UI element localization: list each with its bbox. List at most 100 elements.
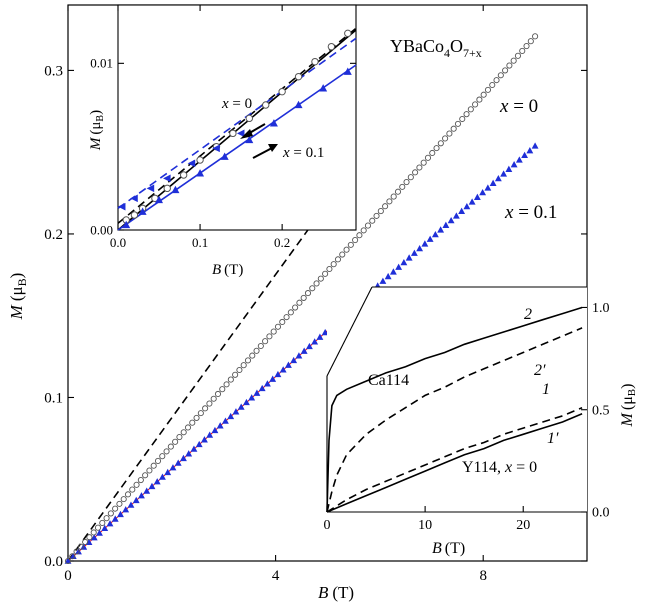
- data-point-x0: [502, 67, 509, 74]
- inset2-curve-label-2p: 2′: [534, 362, 546, 379]
- data-point-x0: [124, 491, 132, 498]
- data-point-x01: [473, 193, 481, 200]
- data-point-x0: [214, 390, 222, 398]
- data-point-x0: [309, 285, 316, 292]
- data-point-x0: [407, 174, 414, 181]
- data-point-x0: [420, 159, 427, 166]
- data-point-x01: [201, 436, 208, 443]
- inset1-point-x0: [245, 114, 254, 123]
- inset1-point-x01: [122, 220, 131, 229]
- inset1-point-x0: [294, 72, 303, 81]
- x-tick-label: 10: [418, 518, 432, 533]
- data-point-x0: [433, 145, 440, 152]
- title-part-mid: O: [450, 36, 463, 56]
- y-tick-label: 0.5: [592, 403, 610, 418]
- data-point-x01: [426, 235, 434, 242]
- data-point-x0: [82, 538, 89, 546]
- data-point-x0: [90, 529, 97, 536]
- inset1-annotation-x0-var: x: [221, 96, 229, 112]
- inset1-point-x01: [220, 152, 229, 160]
- data-point-x01: [510, 161, 518, 168]
- data-point-x0: [519, 47, 526, 54]
- data-point-x0: [377, 208, 384, 215]
- inset1-arrow-increasing-head: [268, 144, 278, 152]
- inset2-y-label-open: (μ: [619, 396, 636, 410]
- data-point-x0: [467, 106, 474, 113]
- data-point-x0: [274, 323, 282, 330]
- inset1-annotation-x01-rest: = 0.1: [290, 145, 325, 161]
- data-point-x0: [283, 314, 290, 321]
- data-point-x01: [195, 440, 203, 448]
- inset1-point-x01: [196, 169, 205, 177]
- data-point-x0: [339, 251, 346, 258]
- inset1-axis-ticks: 0.0 0.1 0.2 0.00 0.01: [90, 5, 356, 250]
- main-x-label-var: B: [318, 583, 329, 602]
- data-point-x01: [452, 212, 460, 219]
- data-point-x01: [90, 534, 98, 541]
- annotation-x0: x = 0: [499, 96, 538, 117]
- inset2-curve-label-1p: 1′: [547, 430, 559, 447]
- inset1-point-x0: [130, 211, 139, 219]
- main-x-label-unit: (T): [332, 583, 354, 602]
- data-point-x0: [343, 246, 350, 253]
- main-y-label-sub: B: [15, 278, 29, 286]
- data-point-x0: [86, 534, 93, 541]
- inset2-x-axis-label: B (T): [432, 540, 465, 557]
- inset2-annotation-y114-var: x: [504, 459, 512, 476]
- inset-high-field-chart: 0 10 200.00.51.0 Ca114 Y114, x = 0 2 2′ 1 …: [324, 286, 638, 557]
- title-part-main: YBaCo: [390, 36, 444, 56]
- data-point-x0: [442, 135, 449, 142]
- data-point-x01: [500, 170, 508, 177]
- data-point-x0: [484, 86, 492, 93]
- data-point-x0: [279, 318, 286, 326]
- x-tick-label: 20: [516, 518, 530, 533]
- x-tick-label: 0: [64, 568, 72, 584]
- data-point-x0: [532, 33, 539, 40]
- data-point-x0: [313, 280, 320, 287]
- data-point-x01: [468, 198, 476, 205]
- data-point-x0: [369, 217, 376, 224]
- data-point-x01: [75, 548, 82, 555]
- data-point-x01: [164, 468, 172, 476]
- data-point-x0: [129, 486, 136, 493]
- data-point-x01: [515, 156, 523, 163]
- data-point-x01: [479, 188, 487, 196]
- data-point-x0: [493, 77, 500, 84]
- data-point-x01: [206, 431, 214, 438]
- data-point-x01: [410, 249, 418, 256]
- data-point-x01: [243, 398, 250, 406]
- data-point-x0: [197, 410, 204, 417]
- data-point-x01: [174, 459, 182, 466]
- data-point-x01: [101, 524, 109, 532]
- data-point-x01: [463, 202, 471, 210]
- x-tick-label: 8: [479, 568, 487, 584]
- title-part-sub1: 4: [444, 46, 450, 60]
- main-y-label-open: (μ: [7, 286, 26, 301]
- data-point-x01: [389, 268, 397, 275]
- data-point-x0: [437, 140, 444, 147]
- data-point-x01: [211, 426, 219, 434]
- data-point-x0: [240, 362, 247, 369]
- data-point-x01: [274, 370, 282, 378]
- inset1-point-x01-dec: [117, 202, 126, 211]
- data-point-x01: [106, 520, 114, 527]
- inset1-arrow-increasing-shaft: [252, 147, 273, 159]
- inset2-annotation-y114-rest: = 0: [512, 459, 537, 476]
- inset2-annotation-y114: Y114, x = 0: [462, 459, 537, 476]
- data-point-x01: [442, 221, 450, 228]
- data-point-x0: [77, 543, 84, 550]
- inset1-point-x01-dec: [187, 159, 196, 168]
- data-point-x0: [112, 505, 119, 512]
- data-point-x0: [399, 183, 406, 190]
- inset2-x-label-unit: (T): [445, 540, 465, 557]
- inset2-y-axis-label: M(μB): [619, 384, 638, 428]
- y-tick-label: 0.0: [44, 554, 63, 570]
- data-point-x0: [184, 424, 192, 431]
- data-point-x01: [248, 394, 256, 401]
- data-point-x0: [506, 62, 513, 69]
- data-point-x0: [150, 462, 157, 469]
- data-point-x0: [154, 457, 162, 464]
- data-point-x0: [510, 57, 517, 64]
- inset-low-field-chart: 0.0 0.1 0.20.000.01 x = 0 x = 0.1 B (T) M(μ…: [88, 4, 357, 278]
- inset1-point-x0: [344, 29, 352, 38]
